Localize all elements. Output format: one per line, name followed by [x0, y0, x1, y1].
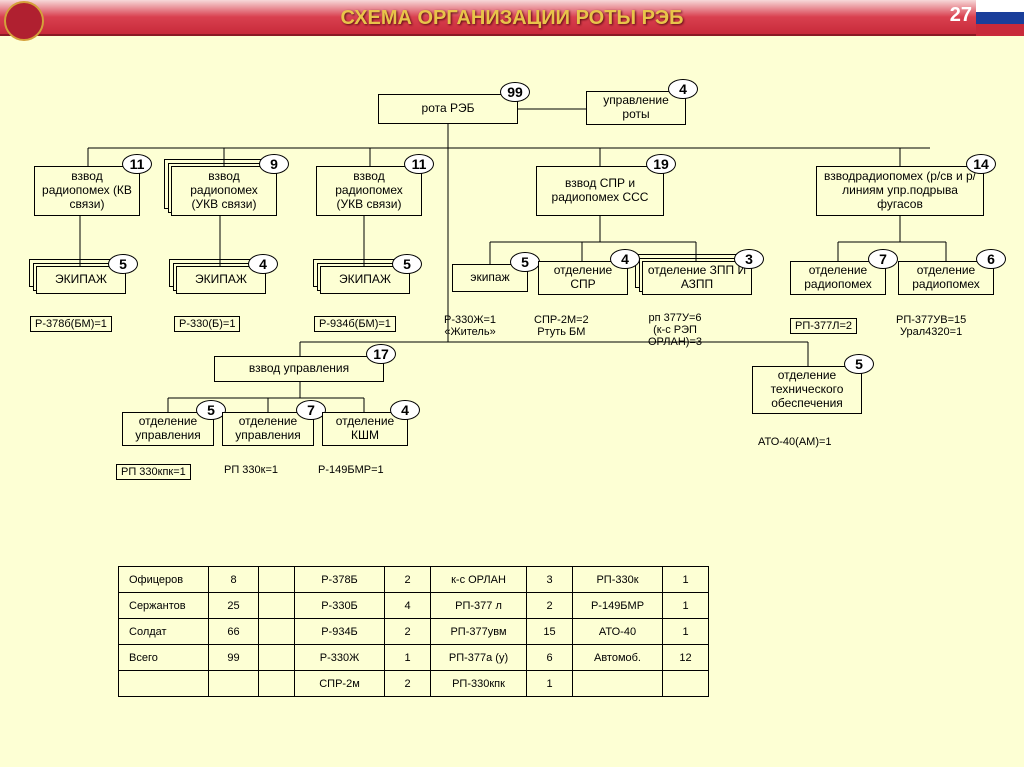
badge-p3: 11: [404, 154, 434, 174]
equip-e2: Р-330(Б)=1: [174, 316, 240, 332]
cell: Р-149БМР: [573, 593, 663, 619]
cell: 2: [385, 671, 431, 697]
equip-evu2: РП 330к=1: [224, 464, 278, 476]
equip-etech: АТО-40(АМ)=1: [758, 436, 832, 448]
badge-c4b: 4: [610, 249, 640, 269]
cell: АТО-40: [573, 619, 663, 645]
cell: 1: [385, 645, 431, 671]
badge-vu: 17: [366, 344, 396, 364]
badge-p2: 9: [259, 154, 289, 174]
cell: [573, 671, 663, 697]
equip-e4a: Р-330Ж=1 «Житель»: [444, 314, 496, 338]
badge-c2: 4: [248, 254, 278, 274]
cell: к-с ОРЛАН: [431, 567, 527, 593]
equip-e4b: СПР-2М=2 Ртуть БМ: [534, 314, 589, 338]
diagram-canvas: рота РЭБ99управление роты4взвод радиопом…: [0, 36, 1024, 767]
node-p4: взвод СПР и радиопомех ССС: [536, 166, 664, 216]
cell: 3: [527, 567, 573, 593]
cell: 6: [527, 645, 573, 671]
node-p1: взвод радиопомех (КВ связи): [34, 166, 140, 216]
cell: [663, 671, 709, 697]
cell: 2: [385, 567, 431, 593]
badge-mgmt: 4: [668, 79, 698, 99]
equip-evu3: Р-149БМР=1: [318, 464, 384, 476]
cell: 12: [663, 645, 709, 671]
cell: Солдат: [119, 619, 209, 645]
cell: Автомоб.: [573, 645, 663, 671]
cell: [209, 671, 259, 697]
badge-c5b: 6: [976, 249, 1006, 269]
cell: Р-378Б: [295, 567, 385, 593]
cell: Сержантов: [119, 593, 209, 619]
cell: РП-330к: [573, 567, 663, 593]
cell: [259, 619, 295, 645]
cell: РП-330кпк: [431, 671, 527, 697]
equip-e4c: рп 377У=6 (к-с РЭП ОРЛАН)=3: [648, 312, 702, 348]
cell: 8: [209, 567, 259, 593]
badge-c3: 5: [392, 254, 422, 274]
equip-evu1: РП 330кпк=1: [116, 464, 191, 480]
cell: РП-377 л: [431, 593, 527, 619]
badge-vu3: 4: [390, 400, 420, 420]
equip-e1: Р-378б(БМ)=1: [30, 316, 112, 332]
cell: 1: [663, 619, 709, 645]
cell: Офицеров: [119, 567, 209, 593]
cell: 66: [209, 619, 259, 645]
emblem-icon: [4, 1, 44, 41]
cell: [259, 645, 295, 671]
cell: РП-377увм: [431, 619, 527, 645]
badge-c5a: 7: [868, 249, 898, 269]
cell: 1: [663, 593, 709, 619]
badge-tech: 5: [844, 354, 874, 374]
cell: [259, 671, 295, 697]
cell: [119, 671, 209, 697]
cell: РП-377а (у): [431, 645, 527, 671]
badge-c1: 5: [108, 254, 138, 274]
page-title: СХЕМА ОРГАНИЗАЦИИ РОТЫ РЭБ: [0, 0, 1024, 36]
cell: Р-330Б: [295, 593, 385, 619]
equip-e5a: РП-377Л=2: [790, 318, 857, 334]
cell: 2: [527, 593, 573, 619]
node-p5: взводрадиопомех (р/св и р/линиям упр.под…: [816, 166, 984, 216]
cell: 1: [663, 567, 709, 593]
cell: 1: [527, 671, 573, 697]
cell: [259, 567, 295, 593]
header: СХЕМА ОРГАНИЗАЦИИ РОТЫ РЭБ 27: [0, 0, 1024, 36]
flag-icon: [976, 0, 1024, 36]
badge-p4: 19: [646, 154, 676, 174]
cell: Р-934Б: [295, 619, 385, 645]
badge-p5: 14: [966, 154, 996, 174]
cell: 15: [527, 619, 573, 645]
badge-c4c: 3: [734, 249, 764, 269]
node-root: рота РЭБ: [378, 94, 518, 124]
node-c4c: отделение ЗПП И АЗПП: [642, 261, 752, 295]
badge-c4a: 5: [510, 252, 540, 272]
node-p3: взвод радиопомех (УКВ связи): [316, 166, 422, 216]
badge-root: 99: [500, 82, 530, 102]
badge-p1: 11: [122, 154, 152, 174]
page-number: 27: [950, 4, 972, 27]
cell: 99: [209, 645, 259, 671]
cell: Всего: [119, 645, 209, 671]
equip-e5b: РП-377УВ=15 Урал4320=1: [896, 314, 966, 338]
cell: 4: [385, 593, 431, 619]
cell: СПР-2м: [295, 671, 385, 697]
node-mgmt: управление роты: [586, 91, 686, 125]
equip-e3: Р-934б(БМ)=1: [314, 316, 396, 332]
node-tech: отделение технического обеспечения: [752, 366, 862, 414]
node-vu: взвод управления: [214, 356, 384, 382]
cell: Р-330Ж: [295, 645, 385, 671]
node-p2: взвод радиопомех (УКВ связи): [171, 166, 277, 216]
summary-table: Офицеров8Р-378Б2к-с ОРЛАН3РП-330к1Сержан…: [118, 566, 709, 697]
cell: 25: [209, 593, 259, 619]
cell: [259, 593, 295, 619]
cell: 2: [385, 619, 431, 645]
